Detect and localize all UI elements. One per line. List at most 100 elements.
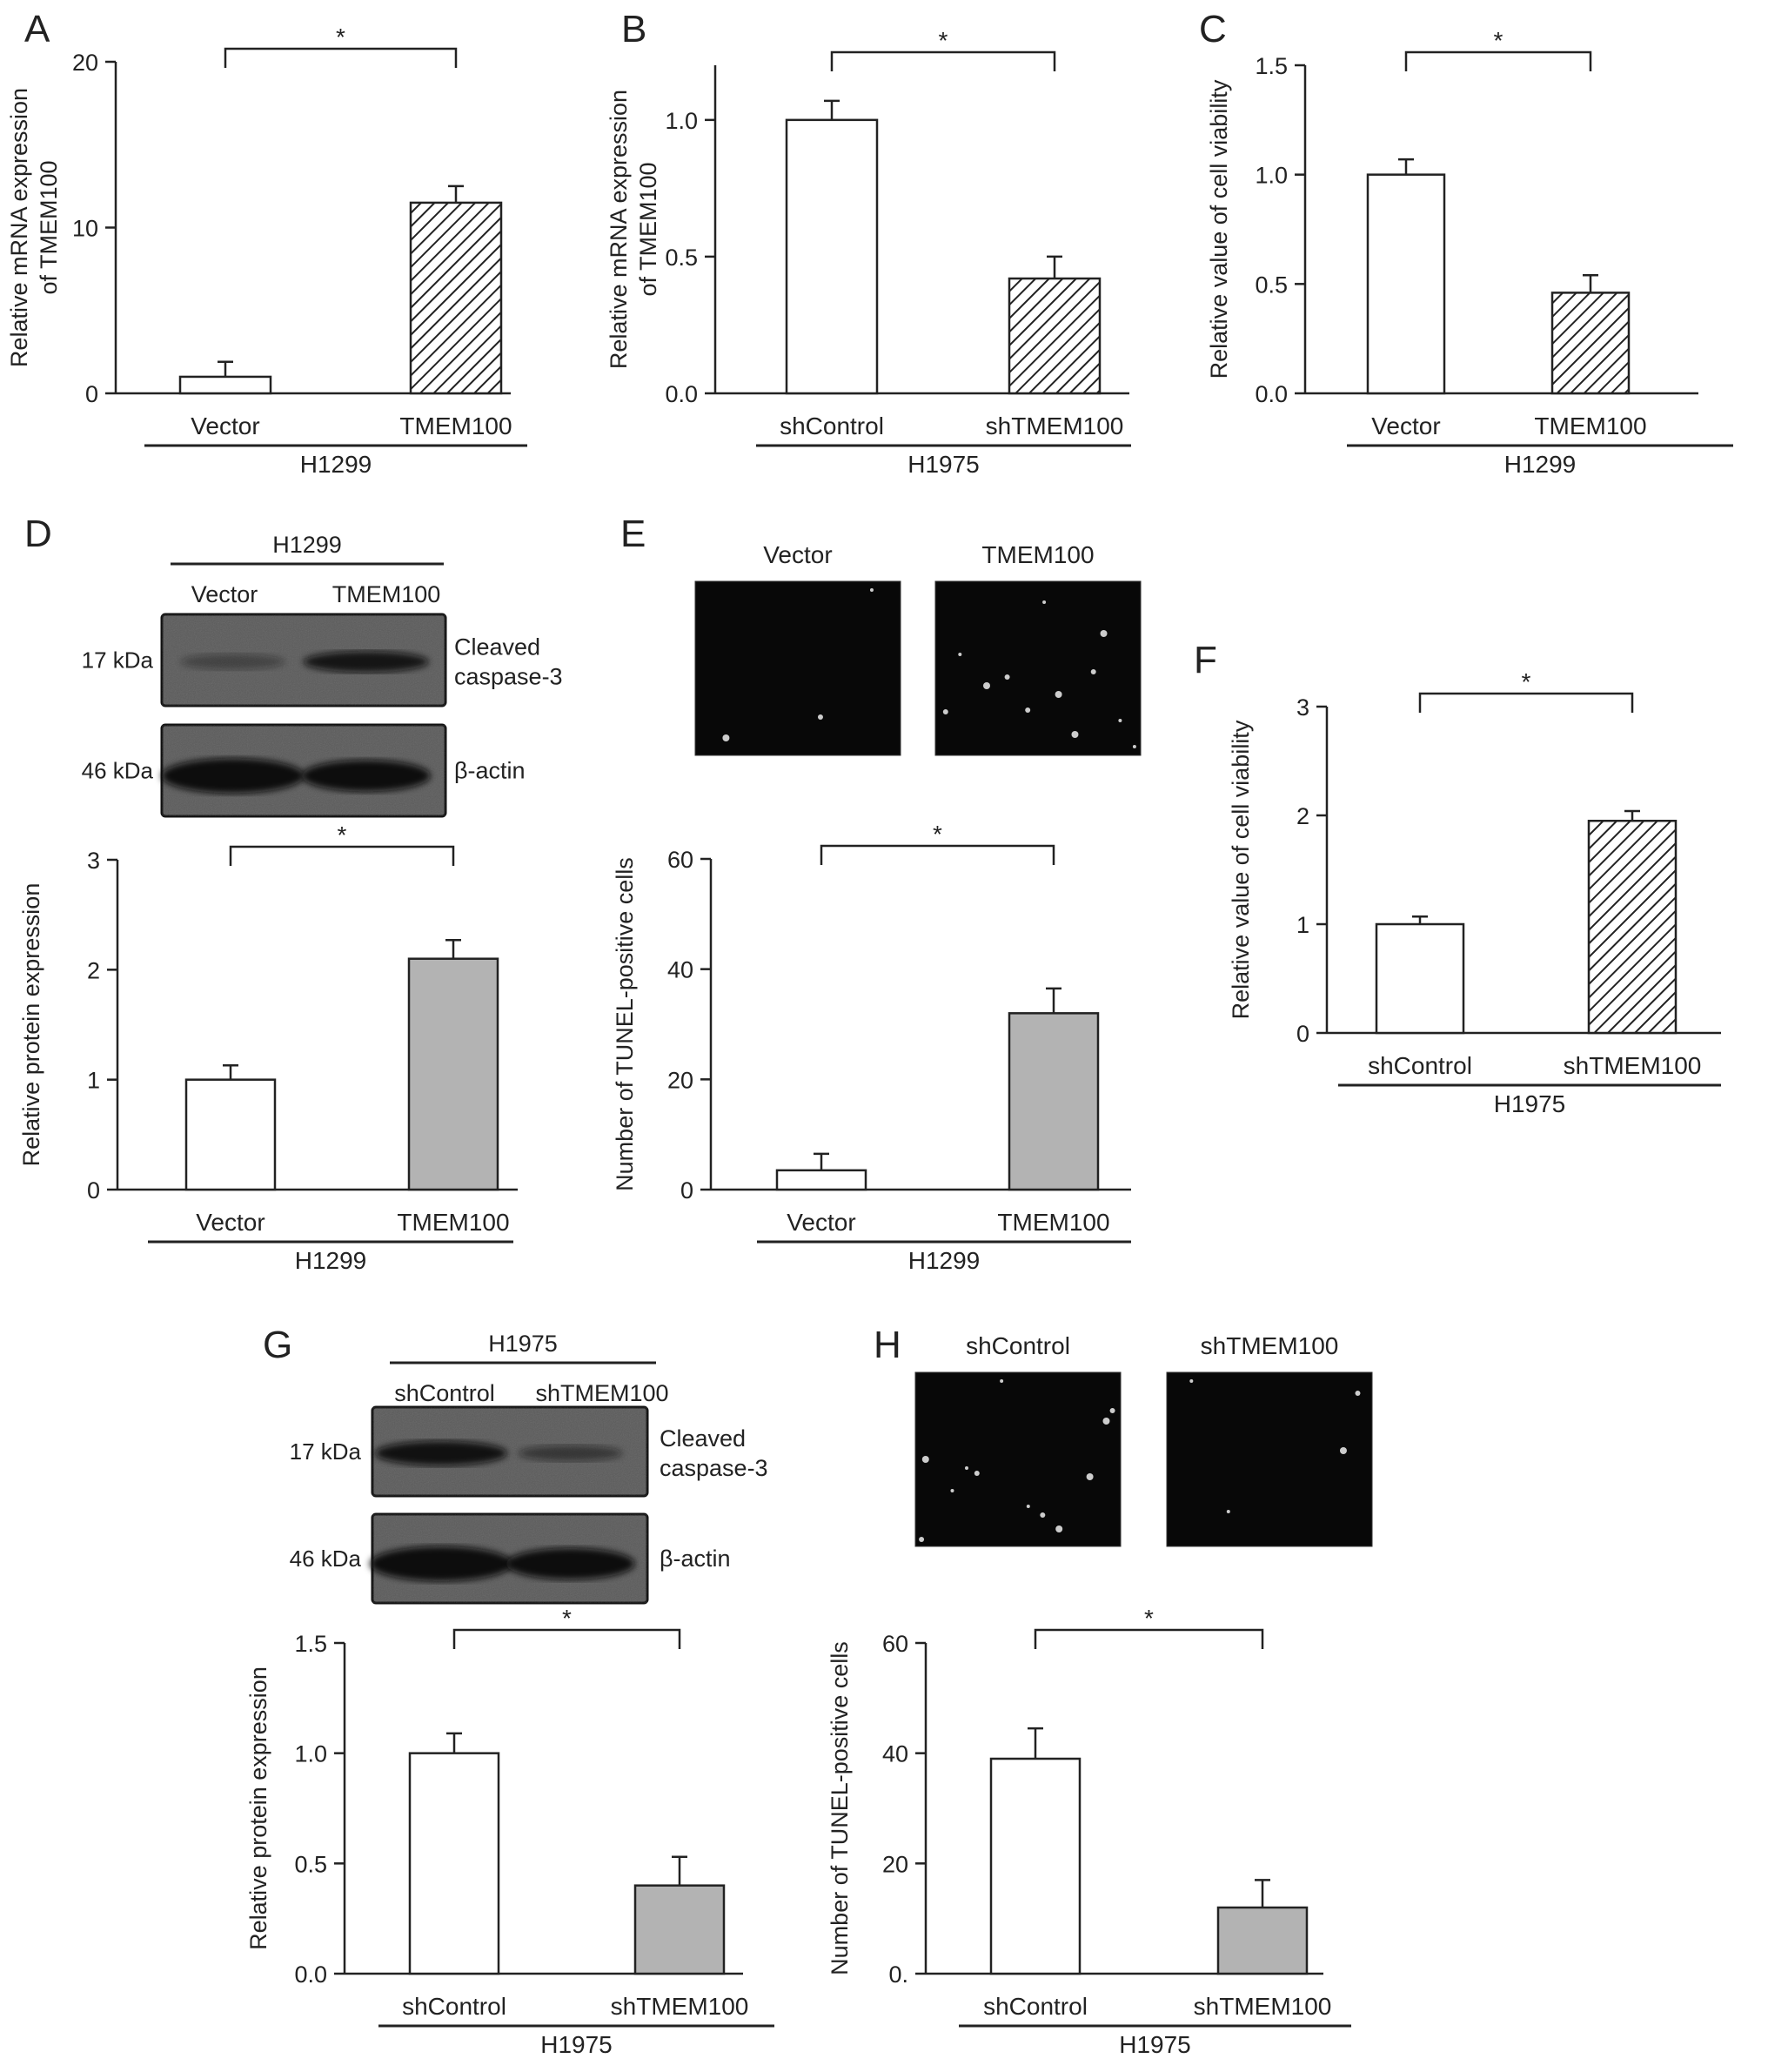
bar [1008,1012,1100,1191]
y-tick-label: 20 [882,1851,908,1877]
protein-label: β-actin [454,758,526,784]
y-tick-label: 2 [87,957,100,983]
tunel-cell [1042,600,1047,604]
tunel-cell [1055,691,1062,698]
blot-band [375,1441,507,1465]
y-tick-label: 0 [85,381,98,407]
micrograph [914,1371,1122,1547]
x-tick-label: shControl [780,412,884,439]
lane-label: TMEM100 [332,581,441,607]
kda-label: 17 kDa [82,647,154,674]
group-label: H1299 [908,1247,981,1274]
chart-panel-d: D 0 1 2 3 Relative protein expression Vector TM… [18,513,518,1274]
y-tick-label: 0.5 [665,245,698,271]
tunel-cell [919,1537,925,1542]
western-blot-g: H1975 shControl shTMEM100 17 kDa Cleaved casp… [290,1331,768,1605]
significance-bracket [1404,50,1592,71]
bar [178,375,272,395]
significance-star: * [933,821,942,848]
y-axis-label: Relative protein expression [18,883,44,1167]
kda-label: 46 kDa [290,1546,362,1572]
y-axis-label: Number of TUNEL-positive cells [827,1641,853,1975]
x-tick-label: shControl [1368,1052,1472,1079]
blot-band [180,654,285,670]
y-tick-label: 60 [667,847,693,873]
x-tick-label: Vector [787,1209,855,1236]
y-tick-label: 1.5 [1255,53,1288,79]
blot-band [518,1445,623,1461]
chart-panel-c: C 0.0 0.5 1.0 1.5 Relative value of cell viab… [1199,8,1733,478]
x-tick-label: shTMEM100 [1194,1993,1332,2020]
tunel-cell [1132,745,1136,748]
y-tick-label: 0.5 [1255,272,1288,298]
y-axis-label: of TMEM100 [36,160,62,294]
tunel-cell [1026,1505,1030,1508]
kda-label: 46 kDa [82,758,154,784]
protein-label: β-actin [660,1546,731,1572]
tunel-cell [974,1471,980,1476]
x-tick-label: shControl [402,1993,506,2020]
bar [633,1884,726,1975]
panel-label: H [874,1324,901,1366]
bar [409,201,503,395]
y-tick-label: 0.5 [294,1851,327,1877]
lane-label: shControl [394,1380,495,1406]
significance-star: * [1522,668,1531,695]
y-tick-label: 0.0 [294,1961,327,1988]
tunel-cell [1189,1379,1194,1383]
bar [1587,820,1678,1035]
tunel-cell [1102,1418,1110,1425]
panel-label: F [1194,639,1217,681]
y-tick-label: 40 [667,957,693,983]
bar [1366,173,1446,395]
significance-star: * [939,27,948,54]
significance-bracket [452,1628,681,1649]
protein-label: Cleaved [660,1425,746,1452]
bar [1375,922,1465,1035]
x-tick-label: TMEM100 [397,1209,509,1236]
panel-label: E [620,513,646,555]
chart-panel-b: B 0.0 0.5 1.0 Relative mRNA expression of TME… [606,8,1131,478]
tunel-cell [942,709,948,714]
x-tick-label: TMEM100 [997,1209,1109,1236]
y-tick-label: 0 [87,1177,100,1204]
group-label: H1975 [1119,2031,1191,2058]
protein-label: Cleaved [454,634,540,660]
significance-star: * [562,1605,572,1632]
chart-panel-f: F 0 1 2 3 Relative value of cell viability shC… [1194,639,1721,1117]
x-tick-label: Vector [196,1209,265,1236]
group-label: H1975 [907,451,980,478]
y-tick-label: 1.0 [1255,163,1288,189]
y-axis-label: Relative value of cell viability [1206,79,1232,379]
significance-bracket [229,845,455,866]
x-tick-label: shTMEM100 [986,412,1124,439]
chart-panel-g: G 0.0 0.5 1.0 1.5 Relative protein expression… [245,1324,774,2058]
tunel-cell [1004,674,1010,680]
chart-panel-a: A 0 10 20 Relative mRNA expression of TMEM100… [6,8,527,478]
y-tick-label: 0.0 [665,381,698,407]
kda-label: 17 kDa [290,1438,362,1465]
micrograph-panel-h: shControl shTMEM100 [914,1332,1373,1547]
y-tick-label: 40 [882,1741,908,1767]
chart-panel-e: E 0 20 40 60 Number of TUNEL-positive cells Ve… [612,513,1131,1274]
significance-bracket [830,50,1056,71]
y-tick-label: 3 [87,848,100,874]
group-label: H1975 [1494,1090,1566,1117]
micrograph-title: shTMEM100 [1201,1332,1339,1359]
y-tick-label: 0.0 [1255,381,1288,407]
blot-group-label: H1975 [488,1331,558,1357]
y-axis-label: of TMEM100 [635,162,661,296]
y-tick-label: 60 [882,1631,908,1657]
y-tick-label: 20 [72,50,98,76]
micrograph-title: Vector [763,541,832,568]
y-tick-label: 10 [72,216,98,242]
bar [775,1169,867,1191]
tunel-cell [1090,669,1096,674]
y-axis-label: Relative value of cell viability [1228,720,1254,1019]
significance-star: * [336,23,345,50]
y-axis-label: Relative mRNA expression [6,88,32,367]
x-tick-label: Vector [1371,412,1440,439]
group-label: H1299 [295,1247,367,1274]
significance-bracket [224,47,458,68]
micrograph-title: shControl [966,1332,1070,1359]
